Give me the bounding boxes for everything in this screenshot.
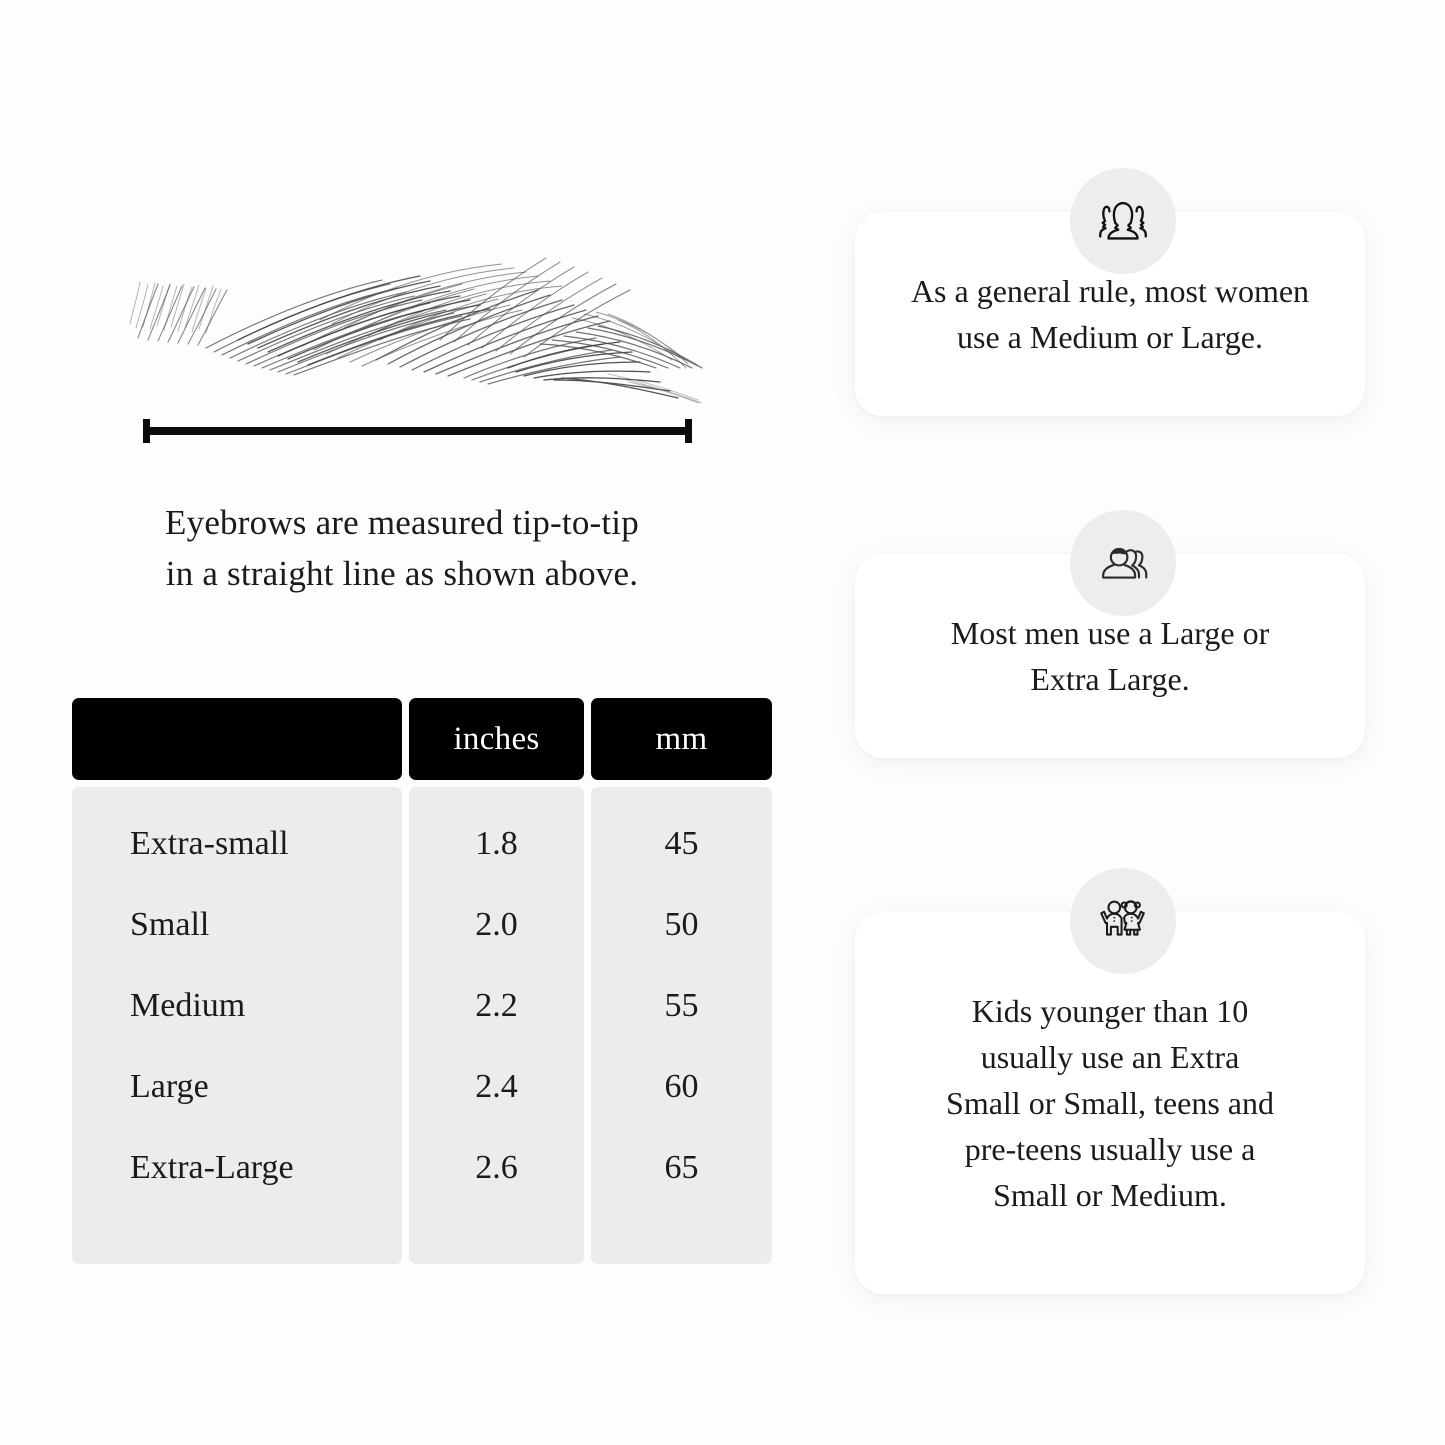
- tip-card-body: Kids younger than 10 usually use an Extr…: [855, 912, 1365, 1294]
- two-kids-icon: [1069, 868, 1176, 974]
- tip-line: Small or Medium.: [993, 1177, 1227, 1214]
- tip-line: Most men use a Large or: [950, 614, 1270, 651]
- tip-card-kids: Kids younger than 10 usually use an Extr…: [800, 860, 1445, 1294]
- table-cell-inches: 2.6: [475, 1148, 518, 1186]
- table-cell-inches: 2.4: [475, 1067, 518, 1105]
- tip-card-men: Most men use a Large or Extra Large.: [800, 502, 1445, 772]
- table-cell-size: Extra-Large: [130, 1148, 294, 1186]
- figure-caption: Eyebrows are measured tip-to-tip in a st…: [72, 498, 732, 600]
- table-column-mm: 45 50 55 60 65: [591, 787, 772, 1264]
- tip-line: usually use an Extra: [980, 1038, 1240, 1075]
- tip-to-tip-measurement-bar: [143, 416, 692, 446]
- table-column-size: Extra-small Small Medium Large Extra-Lar…: [72, 787, 402, 1264]
- tip-card-text: Most men use a Large or Extra Large.: [925, 610, 1295, 702]
- tip-card-women: As a general rule, most women use a Medi…: [800, 160, 1445, 430]
- tip-line: As a general rule, most women: [910, 272, 1310, 309]
- tip-line: use a Medium or Large.: [957, 319, 1263, 355]
- caption-line-1: Eyebrows are measured tip-to-tip: [165, 503, 639, 542]
- table-cell-mm: 50: [664, 905, 699, 943]
- tip-line: pre-teens usually use a: [964, 1131, 1256, 1168]
- table-body: Extra-small Small Medium Large Extra-Lar…: [72, 780, 772, 1264]
- table-cell-mm: 55: [664, 986, 699, 1024]
- table-header-size: [72, 698, 402, 780]
- table-header-mm: mm: [591, 698, 772, 780]
- tip-card-text: Kids younger than 10 usually use an Extr…: [920, 988, 1300, 1218]
- caption-line-2: in a straight line as shown above.: [165, 553, 639, 593]
- table-cell-size: Small: [130, 905, 210, 943]
- tip-line: Small or Small, teens and: [946, 1084, 1274, 1121]
- three-men-icon: [1069, 510, 1176, 616]
- eyebrow-illustration: [110, 228, 730, 403]
- table-header-inches: inches: [409, 698, 584, 780]
- size-chart-table: inches mm Extra-small Small Medium Large…: [72, 698, 772, 1264]
- tip-card-text: As a general rule, most women use a Medi…: [885, 268, 1335, 360]
- table-header-row: inches mm: [72, 698, 772, 780]
- tips-panel: As a general rule, most women use a Medi…: [800, 0, 1445, 1445]
- tip-line: Extra Large.: [1030, 661, 1190, 697]
- three-women-icon: [1069, 168, 1176, 274]
- table-cell-inches: 2.2: [475, 986, 518, 1024]
- table-cell-mm: 45: [664, 824, 699, 862]
- tip-line: Kids younger than 10: [971, 992, 1249, 1029]
- table-cell-size: Medium: [130, 986, 246, 1024]
- table-cell-inches: 2.0: [475, 905, 518, 943]
- table-cell-size: Extra-small: [130, 824, 289, 862]
- table-cell-mm: 65: [664, 1148, 699, 1186]
- left-panel: Eyebrows are measured tip-to-tip in a st…: [72, 228, 772, 1264]
- table-cell-size: Large: [130, 1067, 209, 1105]
- table-cell-inches: 1.8: [475, 824, 518, 862]
- table-cell-mm: 60: [664, 1067, 699, 1105]
- table-column-inches: 1.8 2.0 2.2 2.4 2.6: [409, 787, 584, 1264]
